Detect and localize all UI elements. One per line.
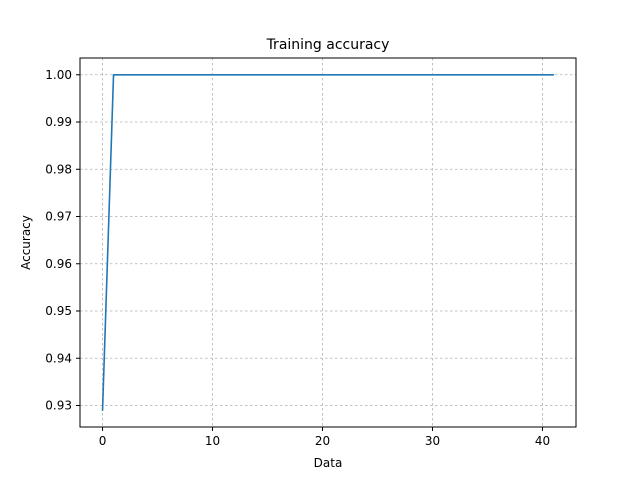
y-tick-label: 0.98 <box>45 162 72 176</box>
series-line-0 <box>101 73 555 412</box>
y-tick-label: 0.99 <box>45 115 72 129</box>
y-axis-ticks: 0.93 0.94 0.95 0.96 0.97 0.98 0.99 1.00 <box>45 68 80 413</box>
x-tick-label: 40 <box>535 434 550 448</box>
y-tick-label: 1.00 <box>45 68 72 82</box>
series-layer <box>101 73 555 412</box>
y-tick-label: 0.94 <box>45 351 72 365</box>
x-axis-ticks: 0 10 20 30 40 <box>99 427 550 448</box>
chart-title: Training accuracy <box>266 37 390 53</box>
x-tick-label: 20 <box>315 434 330 448</box>
y-axis-label: Accuracy <box>19 215 33 270</box>
x-tick-label: 10 <box>205 434 220 448</box>
y-tick-label: 0.97 <box>45 210 72 224</box>
plot-frame <box>79 57 577 428</box>
y-tick-label: 0.93 <box>45 399 72 413</box>
x-tick-label: 0 <box>99 434 107 448</box>
y-tick-label: 0.96 <box>45 257 72 271</box>
x-axis-label: Data <box>314 456 343 470</box>
grid-layer <box>80 58 576 427</box>
y-tick-label: 0.95 <box>45 304 72 318</box>
x-tick-label: 30 <box>425 434 440 448</box>
